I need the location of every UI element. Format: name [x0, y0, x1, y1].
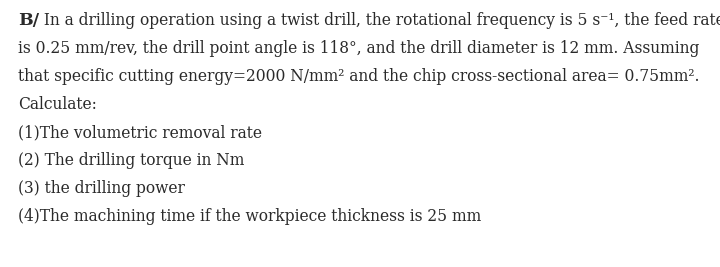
Text: that specific cutting energy=2000 N/mm² and the chip cross-sectional area= 0.75m: that specific cutting energy=2000 N/mm² …: [18, 68, 700, 85]
Text: (3) the drilling power: (3) the drilling power: [18, 180, 185, 197]
Text: Calculate:: Calculate:: [18, 96, 97, 113]
Text: (2) The drilling torque in Nm: (2) The drilling torque in Nm: [18, 152, 244, 169]
Text: (4)The machining time if the workpiece thickness is 25 mm: (4)The machining time if the workpiece t…: [18, 208, 481, 225]
Text: (1)The volumetric removal rate: (1)The volumetric removal rate: [18, 124, 262, 141]
Text: In a drilling operation using a twist drill, the rotational frequency is 5 s⁻¹, : In a drilling operation using a twist dr…: [39, 12, 720, 29]
Text: is 0.25 mm/rev, the drill point angle is 118°, and the drill diameter is 12 mm. : is 0.25 mm/rev, the drill point angle is…: [18, 40, 699, 57]
Text: B/: B/: [18, 12, 39, 29]
